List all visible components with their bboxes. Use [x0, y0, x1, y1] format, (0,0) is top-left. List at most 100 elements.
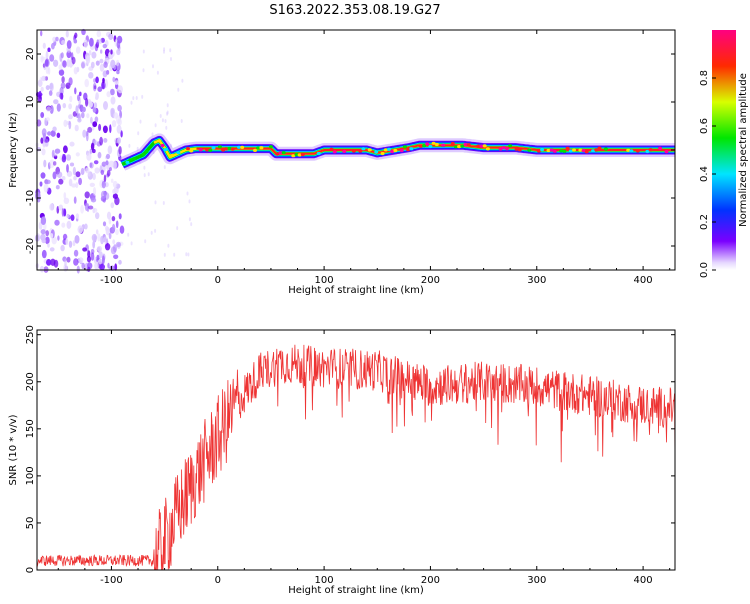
noise-blob: [108, 160, 115, 168]
y-tick-label: 0: [25, 147, 36, 153]
trace-peak: [549, 148, 554, 152]
noise-blob: [61, 76, 65, 84]
noise-blob: [40, 216, 47, 225]
noise-blob: [113, 112, 119, 119]
colorbar-ticks: 0.0 0.2 0.4 0.6 0.8: [699, 70, 716, 278]
noise-blob: [73, 249, 79, 257]
noise-blob: [58, 178, 64, 185]
noise-blob: [81, 262, 85, 270]
noise-blob: [151, 132, 154, 137]
trace-peak: [198, 148, 203, 152]
noise-blob: [90, 61, 95, 69]
noise-blob: [72, 111, 77, 117]
noise-blob: [40, 229, 46, 235]
noise-blob: [159, 114, 162, 118]
spectrogram-x-label: Height of straight line (km): [288, 285, 424, 296]
y-tick-label: 0: [25, 567, 36, 573]
noise-blob: [170, 143, 172, 148]
noise-blob: [87, 266, 91, 272]
y-tick-label: 20: [25, 48, 36, 61]
trace-peak: [584, 150, 589, 154]
noise-blob: [86, 132, 89, 142]
noise-blob: [60, 82, 66, 89]
trace-peak: [581, 149, 586, 153]
trace-peak: [332, 150, 337, 154]
noise-blob: [118, 213, 122, 220]
noise-blob: [82, 129, 87, 138]
trace-peak: [316, 151, 321, 156]
noise-blob: [142, 68, 145, 73]
noise-blob: [44, 58, 50, 68]
trace-peak: [552, 149, 557, 153]
noise-blob: [111, 223, 116, 233]
noise-blob: [101, 81, 106, 90]
noise-blob: [127, 232, 130, 237]
noise-blob: [161, 118, 164, 123]
trace-peak: [399, 148, 404, 153]
noise-blob: [94, 262, 99, 270]
trace-peak: [568, 149, 573, 153]
trace-peak: [664, 150, 669, 154]
noise-blob: [95, 76, 99, 84]
noise-blob: [63, 119, 68, 127]
noise-blob: [130, 241, 133, 246]
noise-blob: [98, 251, 103, 259]
noise-blob: [84, 78, 89, 88]
snr-x-label: Height of straight line (km): [288, 585, 424, 596]
trace-peak: [380, 151, 385, 156]
trace-peak: [536, 149, 541, 153]
noise-blob: [51, 42, 55, 50]
noise-blob: [112, 76, 116, 83]
noise-blob: [89, 162, 94, 169]
trace-peak: [342, 149, 347, 153]
x-tick-label: 300: [527, 275, 546, 286]
noise-blob: [111, 120, 117, 128]
y-tick-label: 200: [25, 372, 36, 391]
trace-peak: [565, 146, 570, 150]
noise-blob: [90, 248, 95, 255]
noise-blob: [117, 137, 121, 145]
noise-blob: [163, 47, 166, 52]
colorbar-tick-label: 0.6: [699, 118, 710, 134]
noise-blob: [51, 149, 55, 158]
noise-blob: [166, 103, 169, 108]
noise-blob: [143, 173, 146, 178]
noise-blob: [164, 119, 167, 123]
noise-blob: [79, 91, 82, 97]
x-tick-label: -100: [100, 575, 123, 586]
noise-blob: [147, 172, 150, 177]
noise-blob: [112, 239, 116, 245]
noise-blob: [42, 42, 46, 49]
noise-blob: [109, 124, 112, 134]
noise-blob: [103, 61, 108, 68]
noise-blob: [110, 107, 115, 115]
trace-peak: [505, 147, 509, 151]
noise-blob: [96, 30, 102, 38]
noise-blob: [72, 240, 76, 247]
trace-peak: [527, 148, 532, 152]
noise-blob: [92, 187, 97, 196]
trace-peak: [131, 157, 136, 161]
trace-peak: [211, 146, 216, 150]
noise-blob: [47, 47, 51, 53]
trace-peak: [645, 149, 650, 154]
noise-blob: [68, 103, 72, 110]
trace-peak: [141, 152, 146, 156]
noise-blob: [49, 203, 54, 211]
spectrogram-y-label: Frequency (Hz): [8, 112, 19, 188]
trace-peak: [463, 142, 468, 146]
noise-blob: [110, 49, 113, 55]
noise-blob: [47, 131, 52, 136]
trace-peak: [393, 148, 398, 153]
noise-blob: [92, 172, 96, 180]
noise-blob: [90, 252, 95, 261]
noise-blob: [41, 75, 47, 82]
noise-blob: [100, 169, 105, 175]
noise-blob: [107, 262, 110, 269]
snr-x-ticks: -100 0 100 200 300 400: [57, 330, 671, 586]
noise-blob: [58, 64, 63, 71]
noise-blob: [52, 171, 57, 180]
trace-peak: [374, 150, 379, 154]
noise-blob: [84, 223, 88, 230]
noise-blob: [66, 40, 72, 49]
